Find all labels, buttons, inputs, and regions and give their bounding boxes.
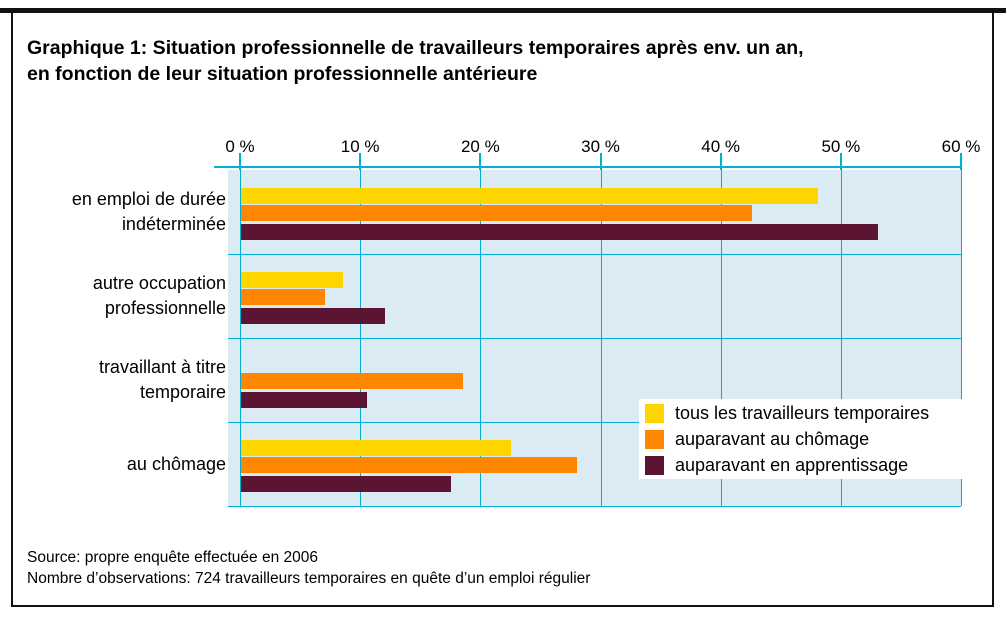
x-tick-label-0: 0 %	[225, 137, 255, 156]
x-gridline-6	[961, 170, 962, 506]
legend-label-1: auparavant au chômage	[675, 428, 870, 449]
x-tickmark-0	[239, 153, 241, 170]
x-tick-label-3: 30 %	[581, 137, 620, 156]
row-separator-1	[228, 254, 961, 255]
x-tick-label-2: 20 %	[460, 137, 500, 156]
x-tickmark-6	[960, 153, 962, 170]
bar-2-1	[241, 308, 385, 324]
bar-2-0	[241, 224, 878, 240]
legend-swatch-0	[645, 403, 664, 423]
page-title: Graphique 1: Situation professionnelle d…	[27, 37, 804, 85]
row-separator-2	[228, 338, 961, 339]
legend: tous les travailleurs temporaires auparav…	[639, 399, 986, 479]
x-tickmark-1	[359, 153, 362, 170]
x-tickmark-3	[599, 153, 602, 170]
legend-swatch-2	[645, 455, 664, 475]
bar-1-1	[241, 289, 325, 305]
x-tickmark-5	[839, 153, 842, 170]
source-note: Source: propre enquête effectuée en 2006	[27, 549, 318, 566]
observations-note: Nombre d’observations: 724 travailleurs …	[27, 570, 591, 587]
category-label-3: au chômage	[126, 453, 226, 474]
figure-frame	[11, 11, 994, 607]
x-tick-label-4: 40 %	[701, 137, 741, 156]
legend-row-1: auparavant au chômage	[639, 428, 986, 451]
bar-2-3	[241, 476, 451, 492]
row-separator-3	[228, 422, 961, 423]
category-label-2: travaillant à titre temporaire	[98, 357, 226, 402]
legend-swatch-1	[645, 429, 664, 449]
bar-1-2	[241, 373, 463, 389]
bar-2-2	[241, 392, 367, 408]
x-tick-label-1: 10 %	[340, 137, 380, 156]
x-tickmark-4	[719, 153, 722, 170]
legend-label-2: auparavant en apprentissage	[675, 454, 909, 475]
category-label-0: en emploi de durée indéterminée	[71, 189, 226, 234]
bar-0-0	[241, 188, 818, 204]
x-tick-label-5: 50 %	[821, 137, 861, 156]
x-tick-label-6: 60 %	[941, 137, 981, 156]
bar-1-3	[241, 457, 577, 473]
top-rule	[0, 8, 1006, 13]
bar-1-0	[241, 205, 752, 221]
category-label-1: autre occupation professionnelle	[92, 273, 226, 318]
legend-label-0: tous les travailleurs temporaires	[675, 402, 930, 423]
legend-row-0: tous les travailleurs temporaires	[639, 402, 986, 425]
row-separator-4	[228, 506, 961, 507]
legend-row-2: auparavant en apprentissage	[639, 454, 986, 477]
bar-0-1	[241, 272, 343, 288]
x-tickmark-2	[479, 153, 482, 170]
bar-0-3	[241, 440, 511, 456]
x-axis-line	[214, 166, 961, 168]
